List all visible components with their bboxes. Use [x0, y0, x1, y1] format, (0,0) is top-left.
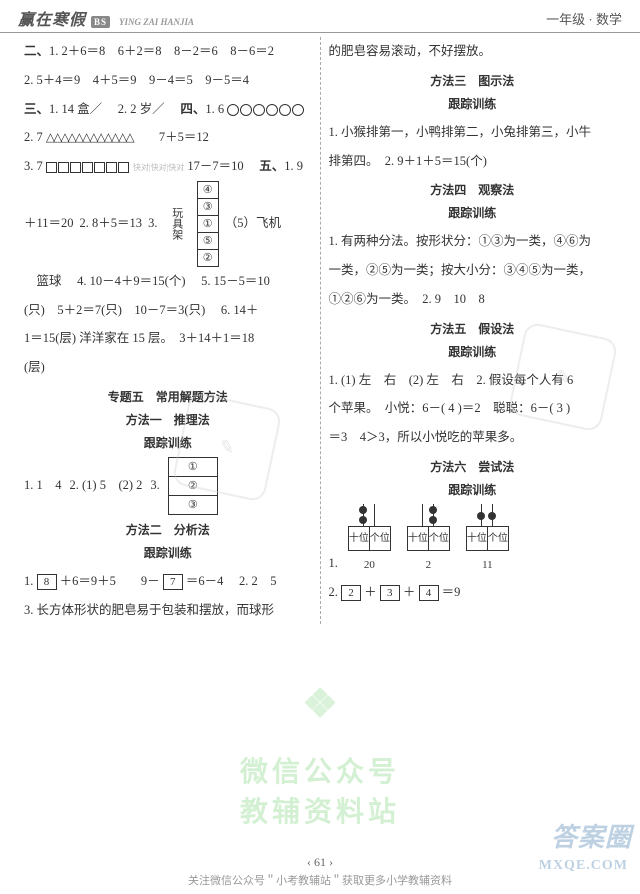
sec5-2b: 2. 8＋5＝13: [80, 209, 143, 238]
badge: BS: [91, 16, 110, 28]
abacus-2: 十位个位 2: [407, 504, 450, 578]
sec5-label: 五、: [259, 159, 284, 173]
method2: 方法二 分析法: [24, 521, 312, 538]
sec3-label: 三、: [24, 102, 49, 116]
sec5-2c: 3.: [148, 209, 157, 238]
wm-line1: 微信公众号: [240, 750, 400, 790]
m4-q1: 1. 有两种分法。按形状分：①③为一类，④⑥为: [329, 227, 617, 256]
track-4: 跟踪训练: [329, 204, 617, 221]
method6: 方法六 尝试法: [329, 458, 617, 475]
corner-watermark: 答案圈: [551, 817, 632, 854]
sec5-2a: ＋11＝20: [24, 209, 74, 238]
stamp-icon: ✎: [171, 391, 282, 502]
method4: 方法四 观察法: [329, 181, 617, 198]
pinyin: YING ZAI HANJIA: [119, 17, 194, 27]
stamp-icon-2: ✎: [507, 321, 618, 432]
grade: 一年级 · 数学: [546, 9, 622, 28]
m2-box2: 7: [163, 574, 183, 590]
m2-q2: 2. 2 5: [239, 574, 277, 588]
m1-q1: 1. 1 4: [24, 471, 62, 500]
page-number: ‹ 61 ›: [0, 855, 640, 870]
m6-b2: 3: [380, 585, 400, 601]
track-3: 跟踪训练: [329, 95, 617, 112]
m4-q1b: 一类，②⑤为一类；按大小分：③④⑤为一类，: [329, 256, 617, 285]
footer-note: 关注微信公众号＂小考教辅站＂获取更多小学教辅资料: [0, 872, 640, 888]
sec5-2d: （5）飞机: [225, 209, 281, 238]
m5-q1: 1. (1) 左 右 (2) 左 右: [329, 373, 464, 387]
shelf-icon: ④③①⑤②: [197, 181, 219, 267]
sec5-l3: (只) 5＋2＝7(只) 10－7＝3(只): [24, 303, 205, 317]
shelf-label: 玩具架: [163, 207, 188, 240]
sec2-label: 二、: [24, 44, 49, 58]
r-cont: 的肥皂容易滚动，不好摆放。: [329, 37, 617, 66]
method3: 方法三 图示法: [329, 72, 617, 89]
sec5-q6: 6. 14＋: [221, 303, 259, 317]
m6-q2: 2.: [329, 585, 338, 599]
m2-q3: 3. 长方体形状的肥皂易于包装和摆放，而球形: [24, 596, 312, 625]
sec4-q1: 1. 6: [205, 102, 224, 116]
m6-b3: 4: [419, 585, 439, 601]
m1-q3: 3.: [150, 471, 159, 500]
track-6: 跟踪训练: [329, 481, 617, 498]
m6-q1: 1.: [329, 549, 338, 578]
m6-b1: 2: [341, 585, 361, 601]
abacus-3: 十位个位 11: [466, 504, 509, 578]
m3-q1: 1. 小猴排第一，小鸭排第二，小兔排第三，小牛: [329, 118, 617, 147]
right-column: 的肥皂容易滚动，不好摆放。 方法三 图示法 跟踪训练 1. 小猴排第一，小鸭排第…: [321, 37, 625, 624]
sec5-q1: 1. 9: [284, 159, 303, 173]
basketball: 篮球: [37, 274, 62, 288]
sec5-l4: 1＝15(层) 洋洋家在 15 层。 3＋14＋1＝18: [24, 324, 312, 353]
leaf-watermark: ❖: [302, 680, 338, 727]
wm-line2: 教辅资料站: [240, 790, 400, 830]
m4-q2: 2. 9 10 8: [422, 292, 485, 306]
mini-wm: 快对|快对|快对: [133, 163, 184, 172]
m3-q2: 2. 9＋1＋5＝15(个): [385, 154, 487, 168]
sec4-q2-prefix: 2. 7: [24, 130, 43, 144]
topic5: 专题五 常用解题方法: [24, 388, 312, 405]
m2-mid1: ＋6＝9＋5 9－: [60, 574, 160, 588]
sec4-label: 四、: [180, 102, 205, 116]
circles-icon: [227, 102, 305, 116]
sec5-q4: 4. 10－4＋9＝15(个): [77, 274, 185, 288]
sec4-q3-prefix: 3. 7: [24, 159, 43, 173]
sec5-l5: (层): [24, 353, 312, 382]
m2-mid2: ＝6－4: [186, 574, 224, 588]
sec3-q1: 1. 14 盒／: [49, 102, 102, 116]
triangles-icon: △△△△△△△△△△△△: [46, 124, 133, 152]
left-column: 二、1. 2＋6＝8 6＋2＝8 8－2＝6 8－6＝2 2. 5＋4＝9 4＋…: [16, 37, 321, 624]
carrot-icon: [136, 131, 156, 145]
m3-q1b: 排第四。: [329, 154, 373, 168]
sec3-q2: 2. 2 岁／: [118, 102, 165, 116]
sec4-q3-eq: 17－7＝10: [187, 159, 243, 173]
m6-eq: ＝9: [442, 585, 461, 599]
sec5-q5: 5. 15－5＝10: [201, 274, 270, 288]
abacus-1: 十位个位 20: [348, 504, 391, 578]
page-header: 赢在寒假 BS YING ZAI HANJIA 一年级 · 数学: [0, 0, 640, 33]
sec4-q2-eq: 7＋5＝12: [159, 130, 209, 144]
m2-box1: 8: [37, 574, 57, 590]
title: 赢在寒假: [18, 12, 86, 29]
m2-q1: 1.: [24, 574, 33, 588]
m1-q2: 2. (1) 5 (2) 2: [70, 471, 143, 500]
squares-icon: [46, 159, 130, 173]
sec2-q2: 2. 5＋4＝9 4＋5＝9 9－4＝5 9－5＝4: [24, 66, 312, 95]
m4-q1c: ①②⑥为一类。: [329, 292, 410, 306]
track-2: 跟踪训练: [24, 544, 312, 561]
sec2-q1: 1. 2＋6＝8 6＋2＝8 8－2＝6 8－6＝2: [49, 44, 274, 58]
